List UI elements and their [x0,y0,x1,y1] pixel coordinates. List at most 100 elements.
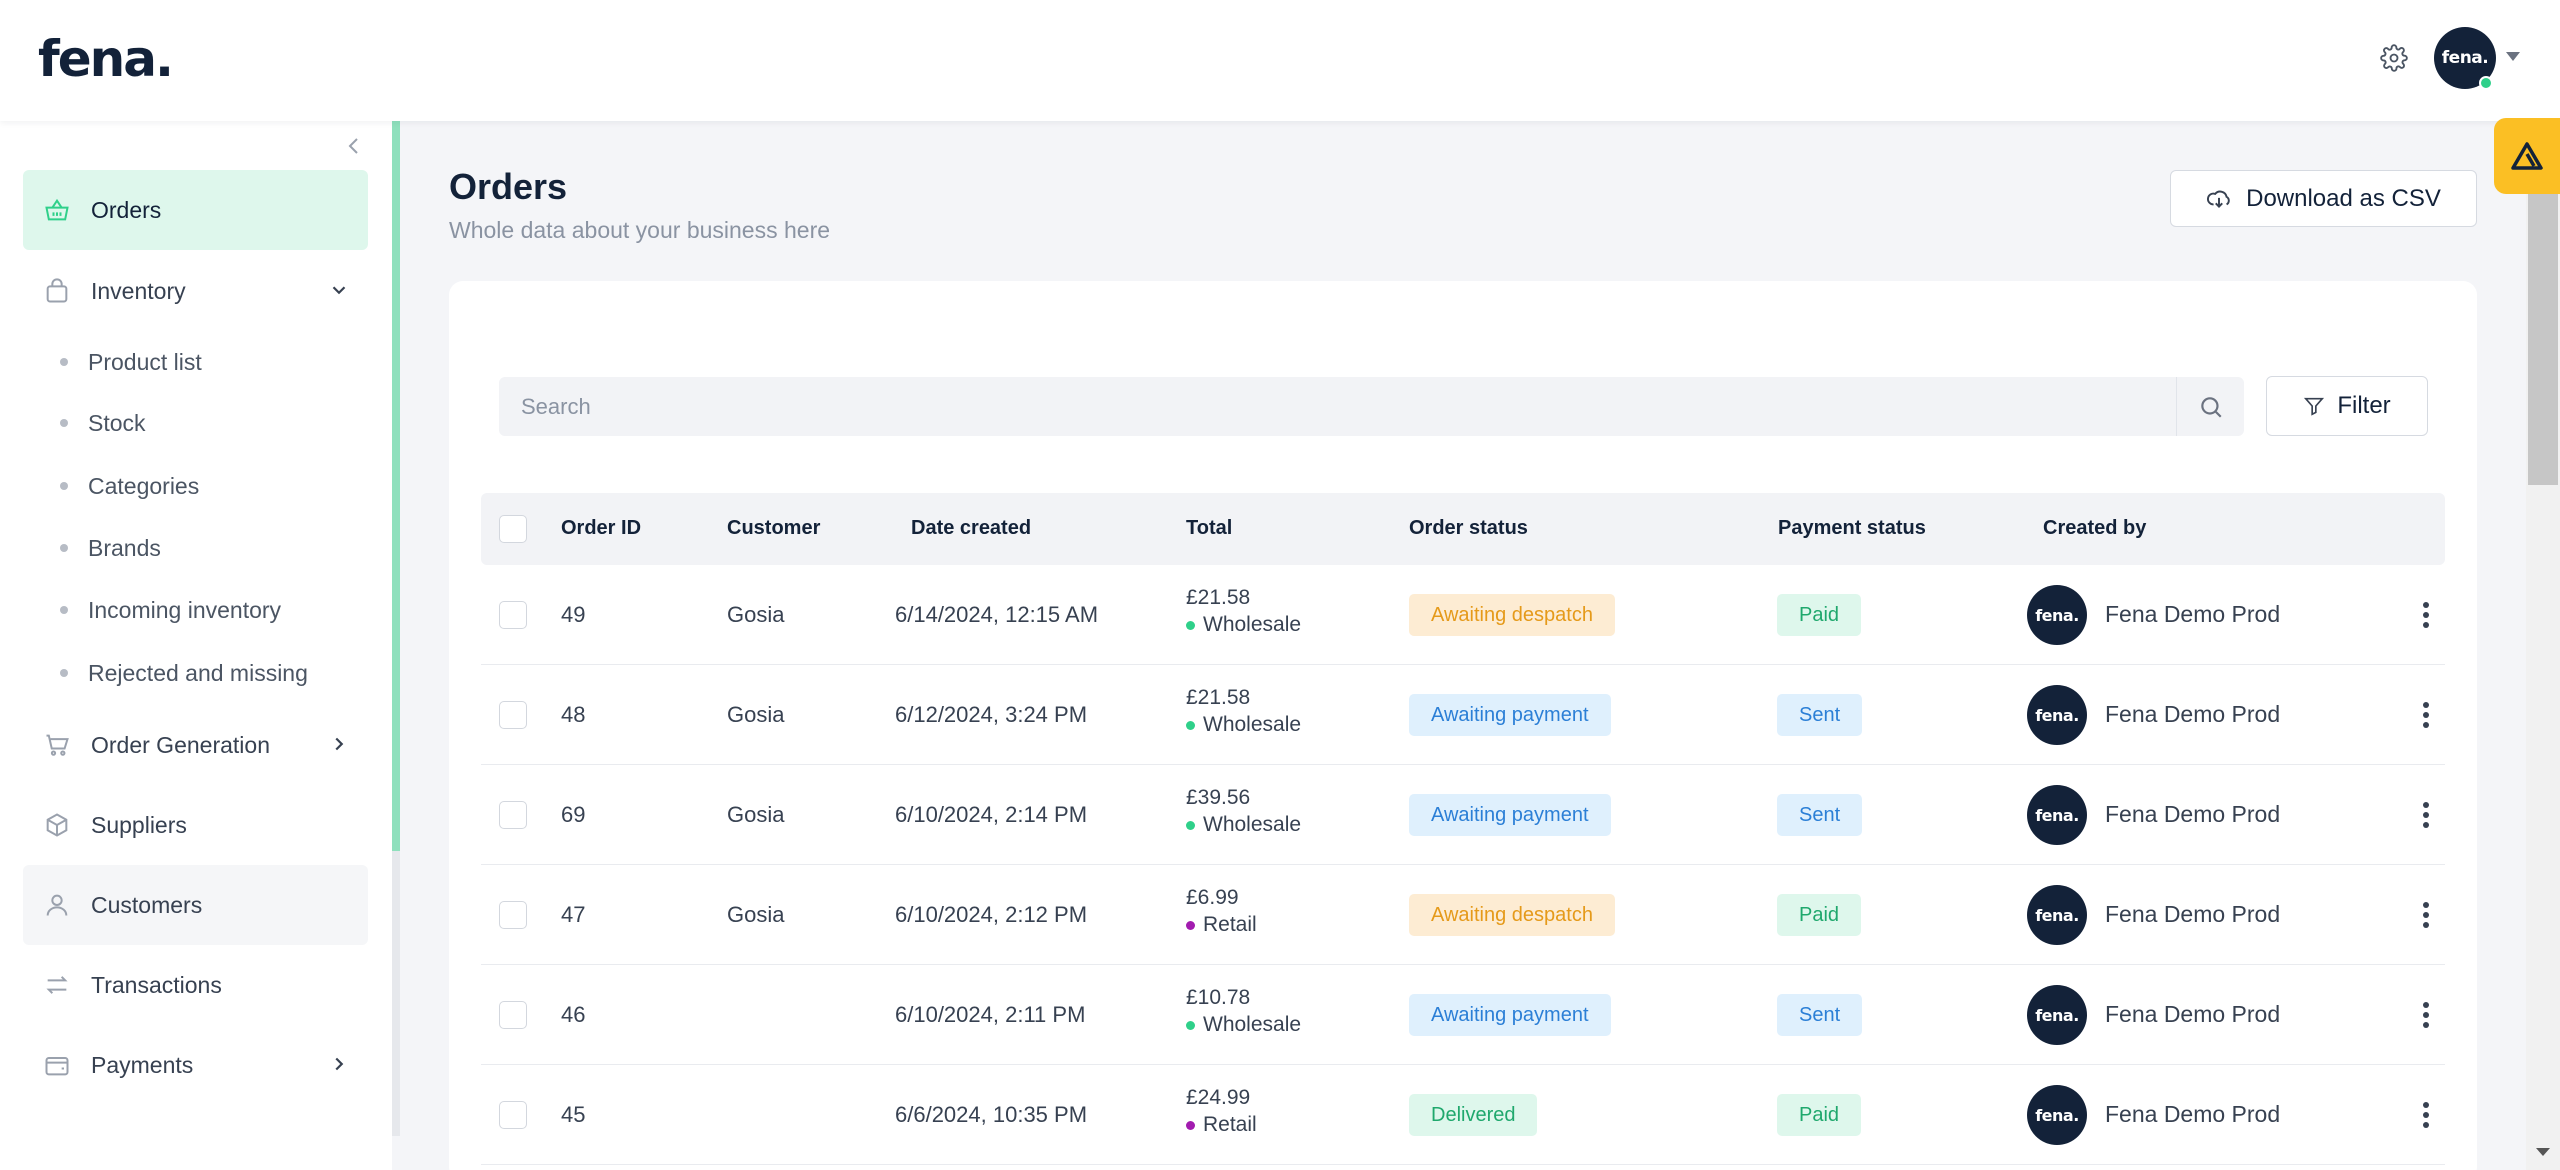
scrollbar-thumb[interactable] [2528,190,2558,485]
row-actions-menu[interactable] [2416,997,2436,1033]
row-checkbox[interactable] [499,901,527,929]
sidebar-item-customers[interactable]: Customers [23,865,368,945]
row-actions-menu[interactable] [2416,597,2436,633]
channel-dot [1186,620,1195,630]
scroll-down-icon[interactable] [2536,1148,2550,1156]
created-by-cell: Fena Demo Prod [2105,901,2281,927]
table-row[interactable]: 48 Gosia 6/12/2024, 3:24 PM £21.58 Wholesale… [481,665,2445,765]
sidebar-subitem-brands[interactable]: Brands [60,528,161,568]
row-checkbox[interactable] [499,1001,527,1029]
total-amount: £10.78 [1186,986,1251,1009]
sidebar-item-inventory[interactable]: Inventory [23,251,368,331]
sidebar-subitem-label: Brands [88,534,161,561]
table-row[interactable]: 69 Gosia 6/10/2024, 2:14 PM £39.56 Wholesale… [481,765,2445,865]
more-vertical-icon [2423,1002,2429,1028]
brand-logo[interactable]: fena. [38,30,174,88]
row-checkbox[interactable] [499,1101,527,1129]
sidebar-item-order-generation[interactable]: Order Generation [23,705,368,785]
created-by-cell: Fena Demo Prod [2105,701,2281,727]
date-created-cell: 6/10/2024, 2:11 PM [895,1002,1086,1027]
table-row[interactable]: 47 Gosia 6/10/2024, 2:12 PM £6.99 Retail Awai… [481,865,2445,965]
row-actions-menu[interactable] [2416,1097,2436,1133]
channel-dot [1186,1120,1195,1130]
gear-icon[interactable] [2380,44,2408,72]
row-checkbox[interactable] [499,701,527,729]
sidebar-item-label: Customers [91,891,203,918]
order-id-cell[interactable]: 45 [561,1102,586,1127]
sidebar-subitem-incoming-inventory[interactable]: Incoming inventory [60,590,281,630]
sales-channel: Retail [1186,913,1257,937]
chevron-down-icon[interactable] [328,279,350,301]
order-id-cell[interactable]: 46 [561,1002,586,1027]
customer-cell: Gosia [727,802,785,827]
column-header-customer[interactable]: Customer [727,517,821,539]
column-header-order-id[interactable]: Order ID [561,517,642,539]
chevron-down-icon[interactable] [2506,52,2520,61]
sidebar-subitem-product-list[interactable]: Product list [60,342,202,382]
sidebar-scroll-rail[interactable] [392,121,400,851]
sidebar-subitem-rejected-missing[interactable]: Rejected and missing [60,653,308,693]
payment-status-badge: Sent [1777,794,1863,836]
order-id-cell[interactable]: 47 [561,902,586,927]
order-id-cell[interactable]: 69 [561,802,586,827]
filter-button[interactable]: Filter [2266,376,2428,436]
sales-channel-label: Wholesale [1203,813,1302,836]
date-created-cell: 6/6/2024, 10:35 PM [895,1102,1088,1127]
sidebar-item-orders[interactable]: Orders [23,170,368,250]
sidebar-subitem-label: Rejected and missing [88,659,308,686]
search-input[interactable] [499,377,2176,436]
page-subtitle: Whole data about your business here [449,217,831,243]
box-icon [46,813,68,837]
sidebar-subitem-categories[interactable]: Categories [60,466,199,506]
channel-dot [1186,1020,1195,1030]
row-checkbox[interactable] [499,801,527,829]
created-by-cell: Fena Demo Prod [2105,1101,2281,1127]
order-id-cell[interactable]: 48 [561,702,586,727]
chevron-right-icon[interactable] [328,1053,350,1075]
select-all-checkbox[interactable] [499,515,527,543]
collapse-sidebar-icon[interactable] [342,134,366,158]
search-button[interactable] [2176,377,2244,436]
total-amount: £39.56 [1186,786,1251,809]
sidebar-item-label: Suppliers [91,811,187,838]
row-checkbox[interactable] [499,601,527,629]
creator-avatar: fena. [2027,585,2087,645]
download-csv-button[interactable]: Download as CSV [2170,170,2477,227]
channel-dot [1186,920,1195,930]
sales-channel-label: Retail [1203,1113,1257,1136]
more-vertical-icon [2423,702,2429,728]
sales-channel-label: Wholesale [1203,613,1302,636]
table-row[interactable]: 46 6/10/2024, 2:11 PM £10.78 Wholesale Await… [481,965,2445,1065]
sidebar-item-payments[interactable]: Payments [23,1025,368,1105]
row-actions-menu[interactable] [2416,897,2436,933]
payment-status-badge: Paid [1777,594,1862,636]
user-avatar[interactable]: fena. [2434,27,2496,89]
column-header-created-by[interactable]: Created by [2043,517,2147,539]
more-vertical-icon [2423,902,2429,928]
column-header-total[interactable]: Total [1186,517,1233,539]
sidebar-subitem-label: Stock [88,409,146,436]
column-header-order-status[interactable]: Order status [1409,517,1528,539]
table-row[interactable]: 45 6/6/2024, 10:35 PM £24.99 Retail Delivere… [481,1065,2445,1165]
column-header-payment-status[interactable]: Payment status [1778,517,1926,539]
sidebar-item-label: Transactions [91,971,222,998]
bullet-dot [60,606,68,614]
feedback-widget[interactable] [2494,118,2560,194]
created-by-cell: Fena Demo Prod [2105,801,2281,827]
order-id-cell[interactable]: 49 [561,602,586,627]
order-status-badge: Delivered [1409,1094,1538,1136]
row-actions-menu[interactable] [2416,697,2436,733]
table-row[interactable]: 49 Gosia 6/14/2024, 12:15 AM £21.58 Wholesal… [481,565,2445,665]
sidebar-item-suppliers[interactable]: Suppliers [23,785,368,865]
column-header-date-created[interactable]: Date created [911,517,1032,539]
row-actions-menu[interactable] [2416,797,2436,833]
sidebar-subitem-stock[interactable]: Stock [60,403,146,443]
sidebar [0,121,392,1170]
creator-avatar: fena. [2027,985,2087,1045]
bullet-dot [60,482,68,490]
sidebar-item-transactions[interactable]: Transactions [23,945,368,1025]
chevron-right-icon[interactable] [328,733,350,755]
payment-status-badge: Sent [1777,694,1863,736]
sidebar-subitem-label: Product list [88,348,202,375]
total-amount: £6.99 [1186,886,1239,909]
